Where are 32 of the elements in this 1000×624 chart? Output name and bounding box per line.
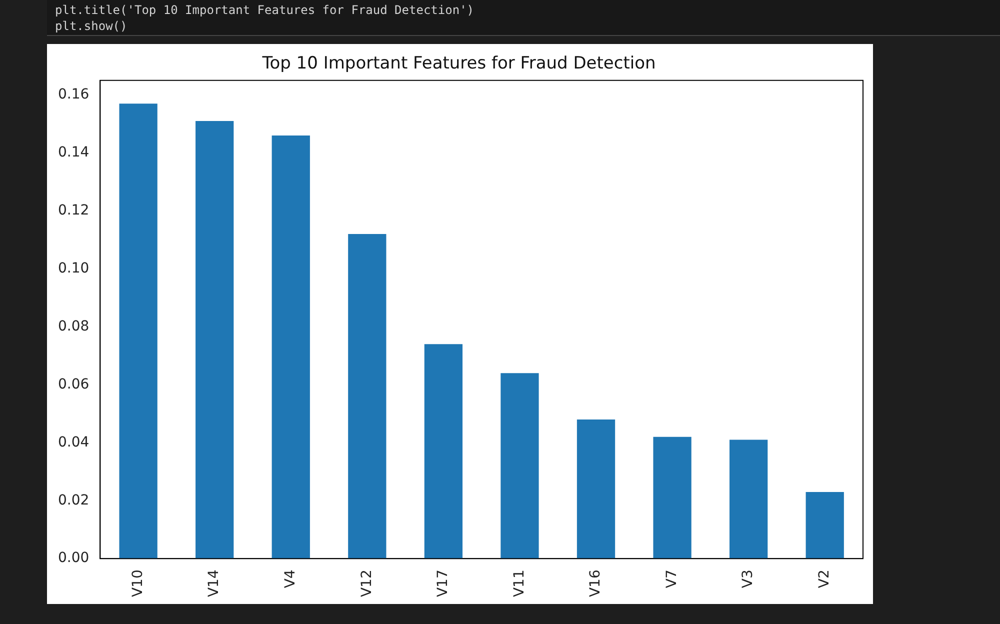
chart-title: Top 10 Important Features for Fraud Detection <box>261 54 656 74</box>
bar <box>119 104 158 559</box>
x-tick-label: V2 <box>816 570 832 588</box>
bar <box>348 234 386 559</box>
y-tick-label: 0.08 <box>58 318 90 334</box>
x-tick-label: V17 <box>435 570 452 598</box>
bar <box>653 436 692 559</box>
x-tick-label: V12 <box>358 570 375 598</box>
bar <box>730 440 768 559</box>
x-tick-label: V14 <box>206 570 222 598</box>
x-tick-label: V3 <box>740 570 756 588</box>
x-tick-label: V4 <box>282 570 299 588</box>
x-tick-label: V10 <box>130 570 146 598</box>
y-tick-label: 0.14 <box>58 144 90 160</box>
bar <box>424 344 463 559</box>
bar <box>576 419 616 559</box>
y-tick-label: 0.12 <box>58 202 90 218</box>
x-tick-label: V16 <box>588 570 604 598</box>
text: plt.show() <box>55 18 128 34</box>
bar <box>272 135 310 559</box>
bar <box>500 373 539 559</box>
bar <box>806 492 844 559</box>
x-tick-label: V11 <box>511 570 528 598</box>
y-tick-label: 0.06 <box>58 376 90 392</box>
x-tick-label: V7 <box>664 570 680 588</box>
y-tick-label: 0.16 <box>58 86 90 103</box>
y-tick-label: 0.02 <box>58 492 90 508</box>
y-tick-label: 0.10 <box>58 260 90 276</box>
y-tick-label: 0.04 <box>58 434 90 450</box>
text: plt.title('Top 10 Important Features for Fraud Detection') <box>55 2 476 18</box>
bar <box>196 120 234 559</box>
y-tick-label: 0.00 <box>58 550 90 566</box>
